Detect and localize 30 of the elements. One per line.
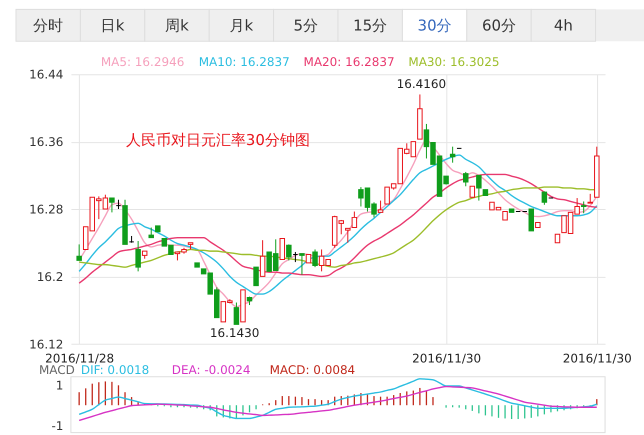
annotation: 人民币对日元汇率30分钟图 — [126, 131, 310, 150]
y-tick-label: 16.44 — [29, 68, 64, 82]
text: DIF: 0.0018 — [80, 362, 150, 377]
x-tick-label: 2016/11/28 — [45, 351, 114, 366]
category-label: 60分 — [482, 16, 516, 34]
text: MA10: 16.2837 — [198, 55, 290, 70]
text: MA30: 16.3025 — [408, 55, 500, 70]
x-tick-label: 2016/11/30 — [412, 351, 482, 366]
series-label: MACD: 0.0084 — [270, 362, 356, 377]
category-label: 分时 — [33, 16, 64, 34]
category-label: 4h — [554, 16, 573, 34]
y-tick-label: 16.12 — [29, 337, 64, 352]
y-tick-label: 16.2 — [36, 270, 64, 284]
text: MA5: 16.2946 — [100, 55, 184, 70]
y-tick-label: 16.36 — [29, 135, 64, 150]
x-tick-label: 2016/11/30 — [562, 351, 632, 366]
category-label: 5分 — [294, 16, 318, 34]
annotation: 16.4160 — [396, 77, 446, 92]
category-label: 周k — [165, 16, 190, 34]
annotation: 16.1430 — [210, 326, 260, 340]
text: MA20: 16.2837 — [304, 55, 395, 70]
category-label: 30分 — [418, 16, 452, 34]
chart-title: MACD — [38, 362, 75, 377]
y-tick-label: -1 — [51, 419, 64, 434]
category-label: 15分 — [353, 16, 388, 34]
category-label: 月k — [230, 16, 254, 34]
y-tick-label: 16.28 — [29, 202, 64, 217]
category-label: 日k — [100, 16, 125, 34]
text: DEA: -0.0024 — [172, 362, 251, 377]
y-tick-label: 1 — [56, 378, 64, 392]
